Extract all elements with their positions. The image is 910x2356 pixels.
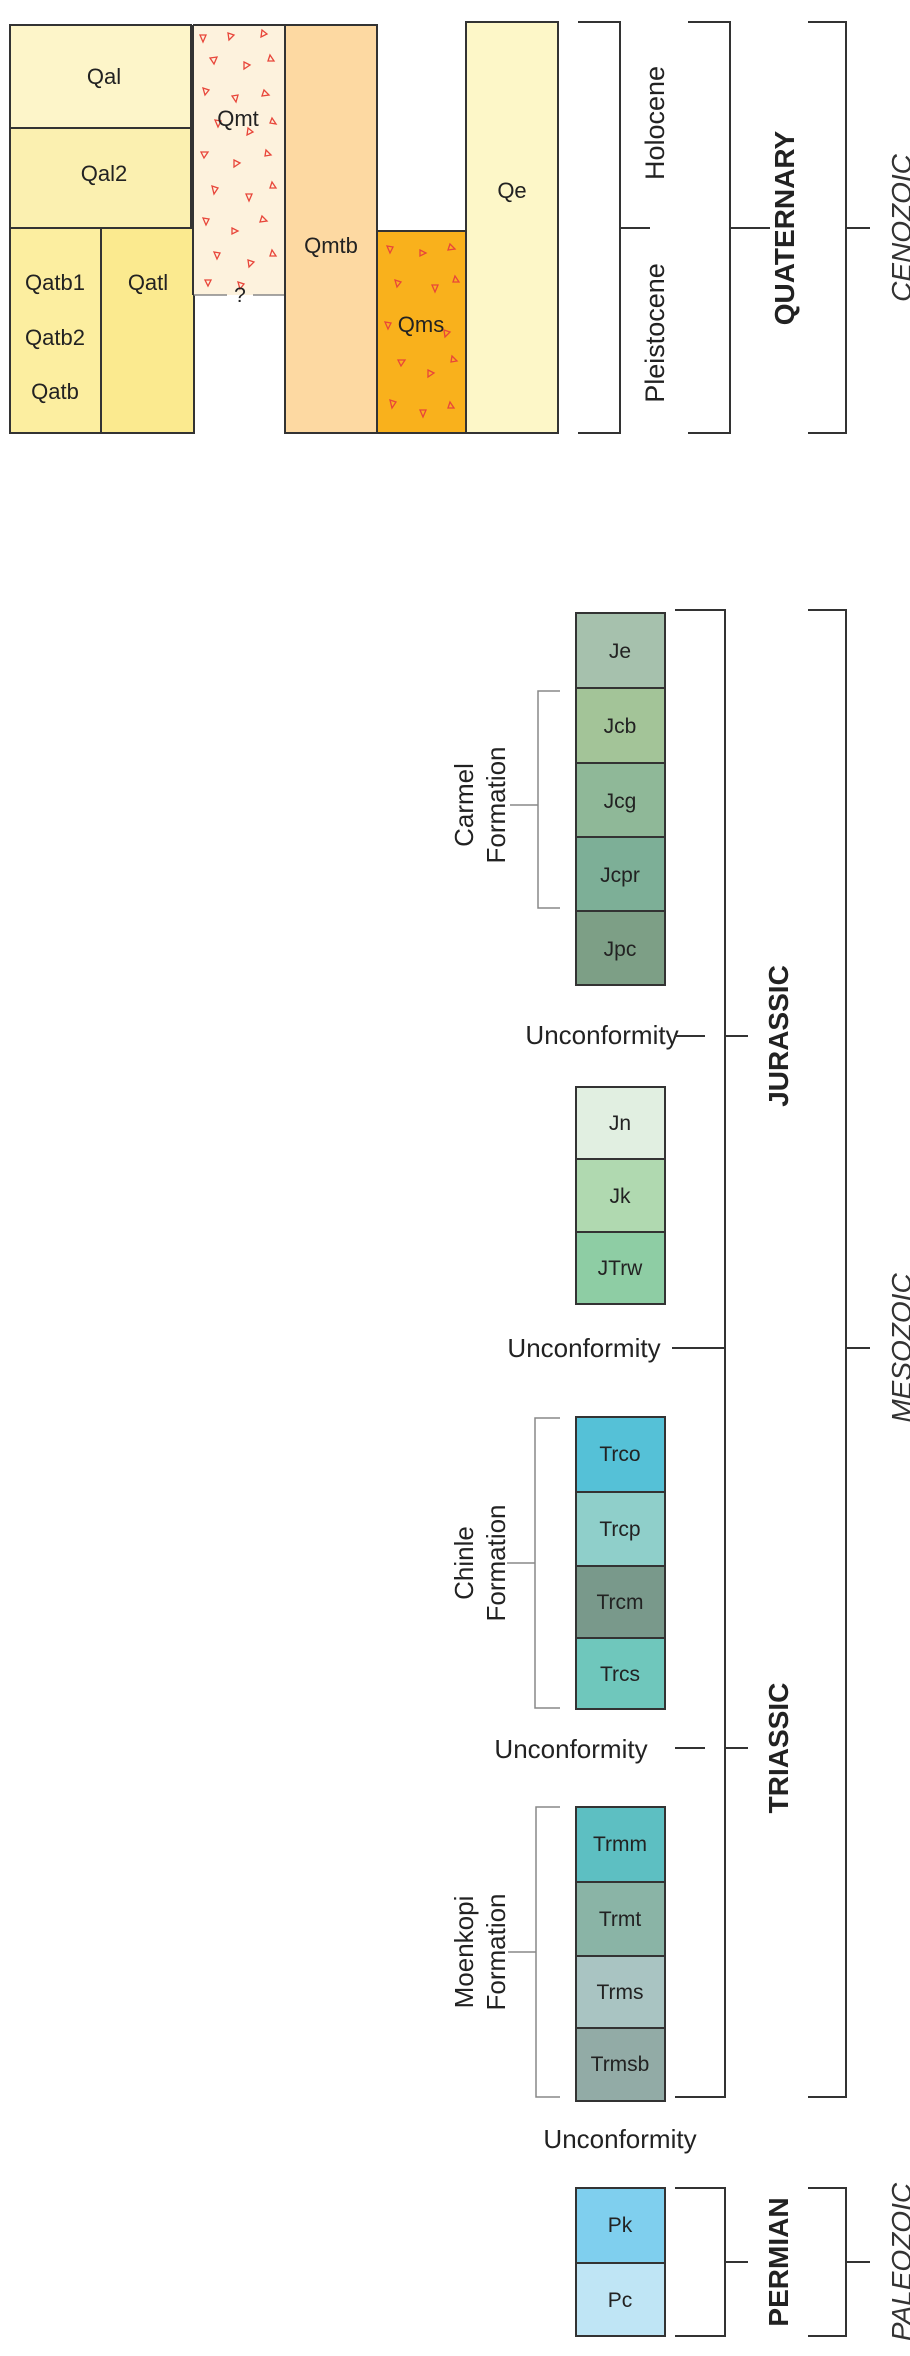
unit-trco [575,1416,666,1493]
unit-pk-label: Pk [608,2214,633,2237]
chinle-formation-bracket: Chinle Formation [449,1417,560,1709]
moenkopi-formation-label-2: Formation [481,1893,511,2010]
qms-talus-pattern [383,242,461,419]
unit-pc [575,2262,666,2337]
chinle-formation-label-1: Chinle [449,1526,479,1600]
unit-trcm-label: Trcm [596,1591,643,1614]
unconformity-2: Unconformity [507,1333,660,1363]
unit-jtrw [575,1231,666,1305]
unit-qal-label: Qal [87,64,121,89]
moenkopi-formation-bracket: Moenkopi Formation [449,1806,560,2098]
period-triassic: TRIASSIC [763,1683,794,1814]
qmt-talus-pattern [199,28,278,291]
unit-qatb2-label: Qatb2 [25,325,85,350]
unit-trcs-label: Trcs [600,1663,640,1686]
unit-jcg [575,762,666,838]
moenkopi-stack: Trmm Trmt Trms Trmsb [575,1806,666,2102]
unit-jn-label: Jn [609,1112,631,1135]
unit-trmt-label: Trmt [599,1908,642,1931]
chinle-stack: Trco Trcp Trcm Trcs [575,1416,666,1710]
unit-pc-label: Pc [608,2289,633,2312]
unit-qal2-label: Qal2 [81,161,127,186]
epoch-pleistocene: Pleistocene [640,263,670,403]
unit-qatb [9,227,102,434]
unit-trcs [575,1637,666,1710]
unit-qatb1-label: Qatb1 [25,270,85,295]
unit-qmtb-label: Qmtb [304,233,358,258]
period-quaternary: QUATERNARY [769,130,800,325]
unit-qatl-label: Qatl [128,270,168,295]
unit-jn [575,1086,666,1160]
unit-qe-label: Qe [497,178,526,203]
unit-je-label: Je [609,640,631,663]
epoch-holocene: Holocene [640,66,670,180]
era-mesozoic: MESOZOIC [886,1273,910,1423]
unit-trms-label: Trms [596,1981,643,2004]
unit-qe [465,21,559,434]
carmel-formation-label-1: Carmel [449,763,479,847]
unit-trco-label: Trco [599,1443,640,1466]
unit-qms [376,230,467,434]
unit-jcpr-label: Jcpr [600,864,640,887]
unit-qmt-label: Qmt [217,106,259,131]
unit-qatl [100,227,195,434]
unit-jcpr [575,836,666,912]
jurassic-stack-lower: Jn Jk JTrw [575,1086,666,1305]
permian-stack: Pk Pc [575,2187,666,2337]
era-cenozoic: CENOZOIC [886,153,910,302]
unconformity-3: Unconformity [494,1734,647,1764]
unit-trmt [575,1881,666,1957]
unit-qmtb [284,24,378,434]
chinle-formation-label-2: Formation [481,1504,511,1621]
unit-trmm-label: Trmm [593,1833,647,1856]
period-permian: PERMIAN [763,2197,794,2326]
carmel-formation-bracket: Carmel Formation [449,690,560,909]
unit-jcg-label: Jcg [604,790,637,813]
epoch-brackets: Holocene Pleistocene QUATERNARY CENOZOIC [578,21,910,434]
unit-trcp-label: Trcp [599,1518,640,1541]
period-jurassic: JURASSIC [763,965,794,1107]
unit-jcb [575,687,666,764]
moenkopi-formation-label-1: Moenkopi [449,1896,479,2009]
unconformity-1: Unconformity [525,1020,678,1050]
unconformity-4: Unconformity [543,2124,696,2154]
unit-qatb-label: Qatb [31,379,79,404]
unit-trmsb [575,2027,666,2102]
carmel-formation-label-2: Formation [481,746,511,863]
jurassic-stack-upper: Je Jcb Jcg Jcpr Jpc [575,612,666,986]
unit-qms-label: Qms [398,312,444,337]
unit-qal2 [9,127,192,229]
unit-trcm [575,1565,666,1639]
unit-jcb-label: Jcb [604,715,637,738]
unit-qmt [193,25,285,295]
quaternary-units: Qal Qal2 Qatb1 Qatb2 Qatb Qatl Qmt ? Qmt [9,21,559,434]
unit-jk-label: Jk [610,1185,632,1208]
unit-jpc [575,910,666,986]
unit-trmsb-label: Trmsb [591,2053,650,2076]
era-paleozoic: PALEOZOIC [886,2182,910,2341]
unit-qal [9,24,192,129]
unit-jpc-label: Jpc [604,938,637,961]
unit-je [575,612,666,689]
unit-query-label: ? [234,284,246,307]
period-brackets: JURASSIC TRIASSIC MESOZOIC PERMIAN PALEO… [675,609,910,2341]
unit-jtrw-label: JTrw [598,1257,644,1280]
unit-trms [575,1955,666,2029]
